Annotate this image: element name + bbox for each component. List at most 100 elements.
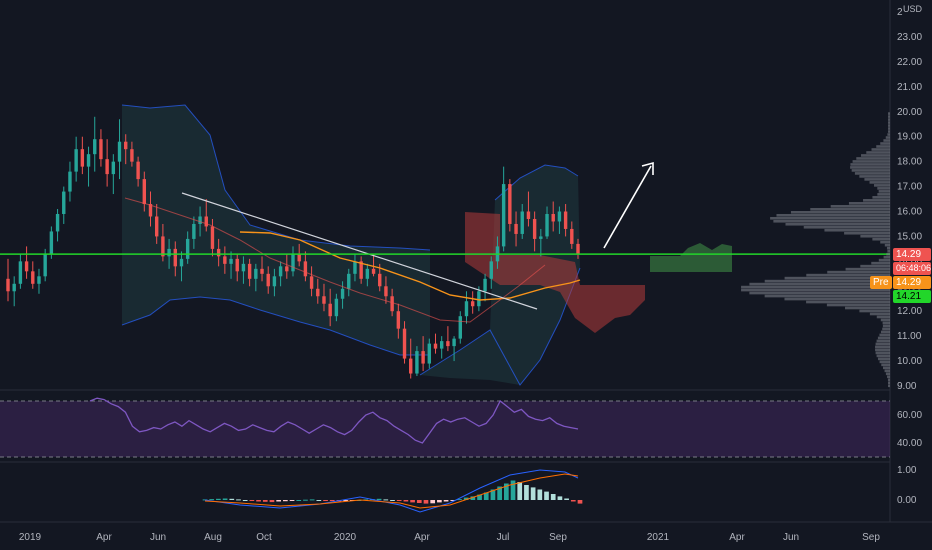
candle-body [532,218,537,239]
volume-profile-bar [848,202,890,205]
macd-histogram-bar [396,500,402,501]
volume-profile-bar [806,273,890,277]
candle-body [359,261,363,279]
volume-profile-bar [877,187,890,190]
candle-body [68,171,72,192]
candle-body [254,268,258,279]
candle-body [142,179,147,205]
volume-profile-bar [883,139,890,142]
macd-histogram-bar [570,500,576,502]
macd-histogram-bar [283,500,288,502]
premarket-label: Pre [870,276,892,289]
candle-body [18,261,23,284]
candle-body [303,261,308,277]
volume-profile-bar [776,213,890,217]
candle-body [501,184,506,247]
macd-histogram-bar [416,500,422,503]
price-tick-label: 15.00 [897,231,922,242]
candle-body [105,159,109,175]
premarket-price-tag: 14.29 [893,276,931,289]
volume-profile-bar [824,228,890,232]
candle-body [99,139,103,160]
candle-body [130,149,134,162]
bollinger-basis [124,197,546,323]
candle-body [167,248,171,257]
volume-profile-bar [877,357,890,361]
macd-tick-label: 0.00 [897,495,917,506]
time-tick-label: Jun [783,532,799,543]
macd-histogram-bar [390,500,395,501]
macd-histogram-bar [490,489,496,500]
macd-histogram-bar [363,499,369,501]
currency-label: USD [903,4,923,14]
candle-body [427,343,432,364]
candle-body [31,271,35,284]
volume-profile-bar [882,321,890,325]
time-tick-label: Apr [729,532,745,543]
bar-countdown-tag: 06:48:06 [893,262,931,275]
price-tick-label: 2 [897,7,903,18]
volume-profile-bar [770,216,890,220]
candle-body [508,184,512,224]
volume-profile-bar [878,190,890,193]
candle-body [80,149,85,167]
volume-profile-bar [880,240,890,244]
volume-profile-bar [784,297,890,301]
volume-profile-bar [861,154,890,157]
candle-body [173,248,177,267]
volume-profile-bar [827,270,890,274]
time-tick-label: 2019 [19,532,42,543]
time-tick-label: Oct [256,532,272,543]
volume-profile-bar [888,124,890,127]
candle-body [439,341,444,349]
volume-profile-bar [871,261,890,265]
candle-body [477,291,481,307]
rsi-band [0,401,890,457]
volume-profile-bar [879,333,890,337]
volume-profile-bar [810,208,890,211]
candle-body [154,216,159,237]
time-tick-label: Aug [204,532,222,543]
price-tick-label: 23.00 [897,32,922,43]
candle-body [37,276,41,284]
candle-body [161,236,165,257]
macd-histogram-bar [202,499,208,501]
candle-body [539,236,543,239]
candle-body [93,139,97,155]
candle-body [6,278,10,292]
candle-body [309,276,314,289]
volume-profile-bar [878,258,890,262]
candle-body [489,261,493,279]
volume-profile-bar [749,291,890,295]
macd-histogram-bar [577,500,583,504]
candle-body [117,141,122,162]
volume-profile-bar [876,339,890,343]
candle-body [570,228,574,244]
volume-profile-bar [764,279,890,283]
macd-histogram-bar [262,500,268,502]
time-tick-label: Sep [862,532,880,543]
candle-body [192,223,196,239]
candle-body [458,316,462,339]
volume-profile-bar [881,363,890,367]
volume-profile-bar [887,375,890,379]
candle-body [563,211,568,229]
volume-profile-bar [888,115,890,118]
bollinger-band-fill [122,105,430,355]
volume-profile-bar [884,369,890,373]
macd-histogram-bar [450,500,456,501]
price-tick-label: 16.00 [897,207,922,218]
price-tick-label: 11.00 [897,331,922,342]
volume-profile-bar [872,237,890,241]
rsi-tick-label: 60.00 [897,410,922,421]
macd-histogram-bar [437,500,442,503]
macd-histogram-bar [209,499,215,501]
macd-histogram-bar [423,500,429,504]
candle-body [365,268,370,279]
volume-profile-bar [874,184,890,187]
macd-histogram-bar [229,498,235,500]
volume-profile-bar [884,243,890,247]
volume-profile-bar [851,169,890,172]
candle-body [49,231,54,254]
